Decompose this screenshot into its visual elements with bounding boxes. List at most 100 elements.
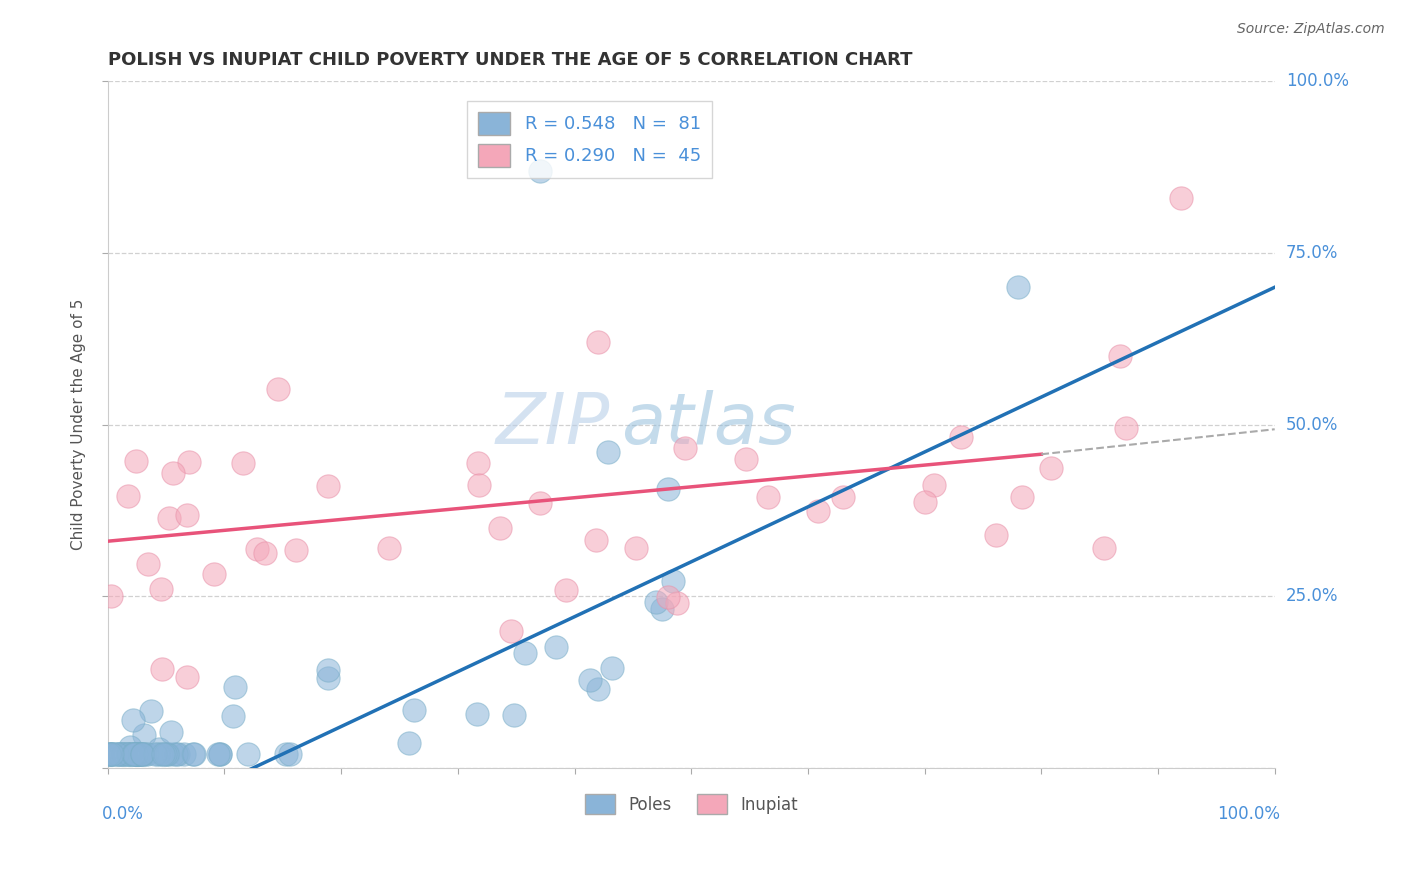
- Point: [117, 489, 139, 503]
- Point: [554, 582, 576, 597]
- Point: [138, 558, 160, 572]
- Point: [124, 747, 146, 761]
- Point: [398, 735, 420, 749]
- Point: [832, 490, 855, 504]
- Point: [117, 747, 139, 761]
- Point: [1039, 461, 1062, 475]
- Text: POLISH VS INUPIAT CHILD POVERTY UNDER THE AGE OF 5 CORRELATION CHART: POLISH VS INUPIAT CHILD POVERTY UNDER TH…: [108, 51, 912, 69]
- Text: ZIP: ZIP: [495, 390, 610, 459]
- Point: [162, 466, 184, 480]
- Point: [468, 477, 491, 491]
- Point: [735, 452, 758, 467]
- Point: [118, 747, 141, 761]
- Point: [162, 747, 184, 761]
- Point: [253, 546, 276, 560]
- Point: [756, 490, 779, 504]
- Point: [100, 747, 122, 761]
- Point: [1007, 280, 1029, 294]
- Point: [157, 511, 180, 525]
- Point: [274, 747, 297, 761]
- Point: [246, 542, 269, 557]
- Point: [152, 747, 174, 761]
- Point: [404, 703, 426, 717]
- Point: [156, 747, 179, 761]
- Point: [173, 747, 195, 761]
- Text: 100.0%: 100.0%: [1218, 805, 1281, 823]
- Point: [167, 747, 190, 761]
- Point: [651, 602, 673, 616]
- Point: [107, 747, 129, 761]
- Text: Source: ZipAtlas.com: Source: ZipAtlas.com: [1237, 22, 1385, 37]
- Text: atlas: atlas: [621, 390, 796, 459]
- Point: [986, 527, 1008, 541]
- Point: [121, 747, 143, 761]
- Point: [136, 747, 159, 761]
- Point: [100, 747, 122, 761]
- Point: [673, 441, 696, 455]
- Point: [128, 747, 150, 761]
- Text: 75.0%: 75.0%: [1286, 244, 1339, 262]
- Point: [662, 574, 685, 589]
- Point: [100, 590, 122, 604]
- Point: [467, 456, 489, 470]
- Point: [108, 747, 131, 761]
- Point: [922, 478, 945, 492]
- Point: [586, 681, 609, 696]
- Point: [645, 595, 668, 609]
- Text: 50.0%: 50.0%: [1286, 416, 1339, 434]
- Point: [586, 335, 609, 350]
- Point: [131, 747, 153, 761]
- Point: [208, 747, 231, 761]
- Point: [118, 747, 141, 761]
- Point: [499, 624, 522, 638]
- Point: [129, 747, 152, 761]
- Point: [150, 662, 173, 676]
- Text: 25.0%: 25.0%: [1286, 587, 1339, 605]
- Point: [1109, 349, 1132, 363]
- Point: [181, 747, 204, 761]
- Point: [666, 596, 689, 610]
- Point: [914, 494, 936, 508]
- Point: [465, 706, 488, 721]
- Point: [129, 747, 152, 761]
- Point: [585, 533, 607, 547]
- Point: [579, 673, 602, 688]
- Point: [125, 747, 148, 761]
- Point: [131, 747, 153, 761]
- Point: [544, 640, 567, 655]
- Point: [111, 747, 134, 761]
- Point: [101, 747, 124, 761]
- Point: [222, 709, 245, 723]
- Point: [122, 747, 145, 761]
- Point: [114, 747, 136, 761]
- Point: [149, 582, 172, 597]
- Point: [600, 661, 623, 675]
- Point: [122, 747, 145, 761]
- Point: [378, 541, 401, 555]
- Point: [183, 747, 205, 761]
- Point: [284, 542, 307, 557]
- Point: [657, 482, 679, 496]
- Point: [97, 747, 120, 761]
- Point: [134, 747, 156, 761]
- Point: [149, 747, 172, 761]
- Point: [626, 541, 648, 555]
- Point: [143, 747, 166, 761]
- Point: [111, 747, 134, 761]
- Point: [179, 455, 201, 469]
- Point: [165, 747, 187, 761]
- Point: [267, 382, 290, 396]
- Point: [125, 747, 148, 761]
- Point: [316, 479, 339, 493]
- Y-axis label: Child Poverty Under the Age of 5: Child Poverty Under the Age of 5: [72, 299, 86, 550]
- Point: [657, 590, 679, 604]
- Point: [120, 739, 142, 754]
- Point: [807, 504, 830, 518]
- Point: [529, 163, 551, 178]
- Point: [112, 747, 135, 761]
- Point: [236, 747, 259, 761]
- Point: [207, 747, 229, 761]
- Point: [121, 713, 143, 727]
- Point: [103, 747, 125, 761]
- Point: [139, 704, 162, 718]
